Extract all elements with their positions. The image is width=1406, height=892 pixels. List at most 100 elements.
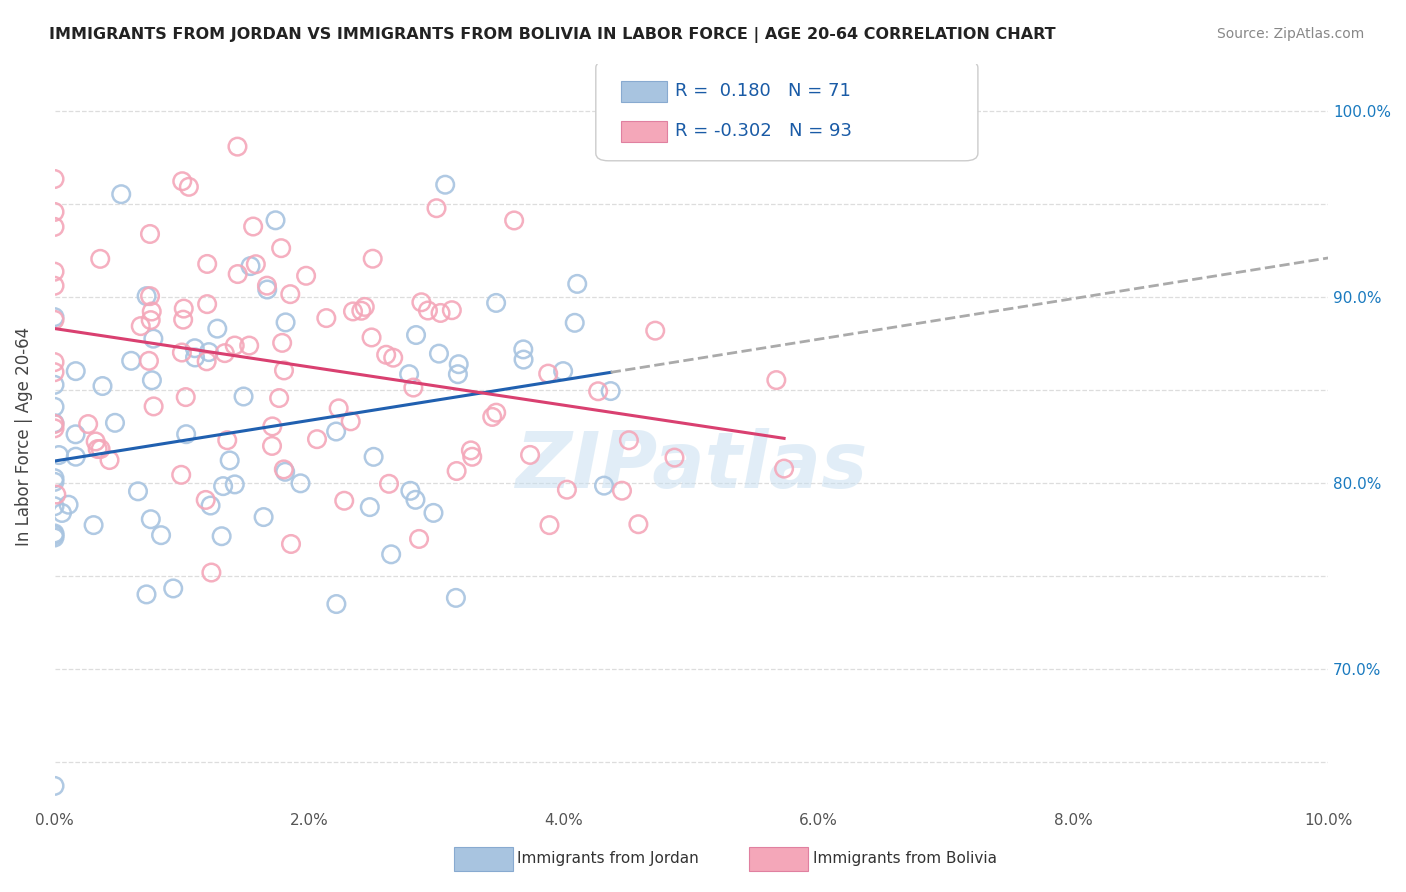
Point — [44, 265, 66, 279]
Point — [238, 338, 260, 352]
Text: ZIPatlas: ZIPatlas — [515, 428, 868, 504]
Point — [398, 367, 420, 381]
Point — [218, 453, 240, 467]
Point — [290, 476, 312, 491]
Point — [564, 316, 586, 330]
Point — [200, 566, 222, 580]
Point — [44, 471, 66, 485]
Point — [200, 499, 222, 513]
Point — [224, 338, 246, 352]
Point — [170, 345, 193, 359]
Point — [44, 310, 66, 325]
FancyBboxPatch shape — [596, 61, 979, 161]
Point — [195, 257, 218, 271]
Point — [83, 518, 105, 533]
Text: Source: ZipAtlas.com: Source: ZipAtlas.com — [1216, 27, 1364, 41]
Point — [177, 179, 200, 194]
Point — [434, 178, 457, 192]
Point — [447, 368, 470, 382]
Point — [765, 373, 787, 387]
Point — [773, 461, 796, 475]
Point — [51, 506, 73, 520]
Point — [503, 213, 526, 227]
Point — [382, 351, 405, 365]
Point — [139, 313, 162, 327]
Point — [342, 304, 364, 318]
Point — [89, 252, 111, 266]
Point — [245, 257, 267, 271]
Point — [174, 427, 197, 442]
Point — [45, 487, 67, 501]
Point — [271, 335, 294, 350]
FancyBboxPatch shape — [621, 120, 666, 143]
Point — [44, 313, 66, 327]
Point — [44, 500, 66, 514]
Point — [90, 442, 112, 456]
Point — [664, 450, 686, 465]
Point — [461, 450, 484, 464]
Point — [599, 384, 621, 398]
Point — [460, 443, 482, 458]
Point — [260, 439, 283, 453]
Point — [44, 526, 66, 541]
Point — [361, 252, 384, 266]
Point — [485, 296, 508, 310]
Point — [44, 531, 66, 545]
Point — [195, 297, 218, 311]
Point — [104, 416, 127, 430]
Point — [610, 483, 633, 498]
Point — [172, 174, 194, 188]
Point — [538, 518, 561, 533]
Point — [127, 484, 149, 499]
Text: Immigrants from Bolivia: Immigrants from Bolivia — [813, 852, 997, 866]
Point — [512, 352, 534, 367]
Point — [224, 477, 246, 491]
Point — [194, 492, 217, 507]
Point — [207, 321, 229, 335]
Point — [44, 475, 66, 489]
Point — [270, 241, 292, 255]
Point — [273, 363, 295, 377]
Point — [325, 597, 347, 611]
Point — [77, 417, 100, 431]
Point — [627, 517, 650, 532]
Point — [262, 419, 284, 434]
Point — [333, 493, 356, 508]
Point — [226, 139, 249, 153]
Point — [375, 348, 398, 362]
Text: R =  0.180   N = 71: R = 0.180 N = 71 — [675, 82, 851, 100]
Point — [378, 476, 401, 491]
Point — [129, 319, 152, 334]
Text: IMMIGRANTS FROM JORDAN VS IMMIGRANTS FROM BOLIVIA IN LABOR FORCE | AGE 20-64 COR: IMMIGRANTS FROM JORDAN VS IMMIGRANTS FRO… — [49, 27, 1056, 43]
Point — [91, 379, 114, 393]
Point — [142, 332, 165, 346]
Point — [408, 532, 430, 546]
FancyBboxPatch shape — [621, 80, 666, 103]
Point — [242, 219, 264, 234]
Point — [305, 432, 328, 446]
Point — [325, 425, 347, 439]
Point — [280, 537, 302, 551]
Point — [172, 312, 194, 326]
Point — [315, 311, 337, 326]
Point — [212, 479, 235, 493]
Point — [86, 442, 108, 456]
Point — [150, 528, 173, 542]
Point — [444, 591, 467, 605]
Point — [44, 400, 66, 414]
Point — [141, 304, 163, 318]
Text: R = -0.302   N = 93: R = -0.302 N = 93 — [675, 122, 852, 140]
Point — [359, 500, 381, 515]
Point — [110, 187, 132, 202]
Point — [98, 453, 121, 467]
Point — [44, 355, 66, 369]
Point — [162, 582, 184, 596]
Point — [44, 219, 66, 234]
Point — [44, 779, 66, 793]
Point — [274, 465, 297, 479]
Point — [256, 283, 278, 297]
Point — [512, 343, 534, 357]
Point — [256, 278, 278, 293]
Point — [553, 364, 575, 378]
Point — [198, 345, 221, 359]
